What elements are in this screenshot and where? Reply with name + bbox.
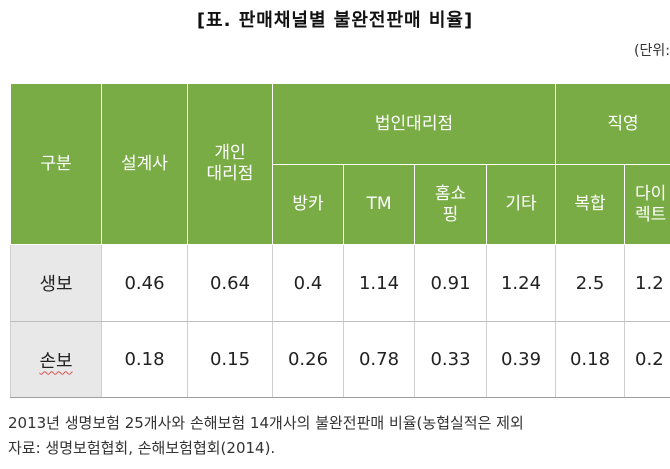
header-gubun: 구분	[10, 83, 102, 245]
subheader-tm: TM	[343, 164, 415, 245]
row-label-sonbo-text: 손보	[39, 350, 73, 372]
table-cell: 0.15	[187, 321, 273, 398]
table-cell: 0.2	[624, 321, 670, 398]
table-title: [표. 판매채널별 불완전판매 비율]	[196, 10, 474, 31]
header-group-jikyoung: 직영	[555, 83, 670, 165]
table-row: 생보 0.46 0.64 0.4 1.14 0.91 1.24 2.5 1.2	[10, 244, 670, 322]
table-cell: 2.5	[555, 244, 626, 322]
table-cell: 1.2	[624, 244, 670, 322]
subheader-direct: 다이 렉트	[624, 164, 670, 245]
table-cell: 0.46	[101, 244, 188, 322]
subheader-bokhap: 복합	[555, 164, 626, 245]
table-cell: 0.4	[272, 244, 344, 322]
table-cell: 0.39	[485, 321, 557, 398]
row-label-sonbo: 손보	[10, 321, 102, 398]
table-cell: 1.14	[343, 244, 415, 322]
table-cell: 0.33	[414, 321, 487, 398]
footnote-text: 2013년 생명보험 25개사와 손해보험 14개사의 불완전판매 비율(농협실…	[8, 414, 524, 432]
table-cell: 0.64	[187, 244, 273, 322]
table-cell: 1.24	[485, 244, 557, 322]
table-cell: 0.91	[414, 244, 487, 322]
subheader-gita: 기타	[485, 164, 557, 245]
subheader-bangka: 방카	[272, 164, 344, 245]
row-label-saengbo: 생보	[10, 244, 102, 322]
table-cell: 0.18	[101, 321, 188, 398]
table-cell: 0.78	[343, 321, 415, 398]
header-sealgyesa: 설계사	[101, 83, 188, 245]
header-gaein-daerijeom: 개인 대리점	[187, 83, 273, 245]
header-group-beobin: 법인대리점	[271, 83, 557, 165]
unit-label: (단위:	[634, 43, 670, 59]
subheader-homeshopping: 홈쇼 핑	[414, 164, 487, 245]
table-row: 손보 0.18 0.15 0.26 0.78 0.33 0.39 0.18 0.…	[10, 321, 670, 398]
table-cell: 0.18	[555, 321, 626, 398]
sales-channel-table: 구분 설계사 개인 대리점 법인대리점 직영 방카 TM 홈쇼 핑 기타 복합 …	[10, 83, 670, 398]
table-cell: 0.26	[272, 321, 344, 398]
source-text: 자료: 생명보험협회, 손해보험협회(2014).	[8, 439, 276, 457]
